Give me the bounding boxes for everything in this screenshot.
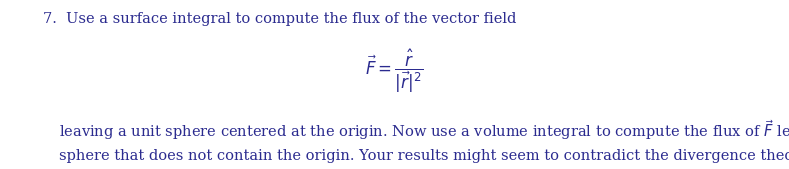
Text: $\vec{F} = \dfrac{\hat{r}}{|\vec{r}|^2}$: $\vec{F} = \dfrac{\hat{r}}{|\vec{r}|^2}$ <box>365 47 424 95</box>
Text: sphere that does not contain the origin. Your results might seem to contradict t: sphere that does not contain the origin.… <box>59 149 789 163</box>
Text: leaving a unit sphere centered at the origin. Now use a volume integral to compu: leaving a unit sphere centered at the or… <box>59 118 789 142</box>
Text: 7.  Use a surface integral to compute the flux of the vector field: 7. Use a surface integral to compute the… <box>43 12 517 26</box>
